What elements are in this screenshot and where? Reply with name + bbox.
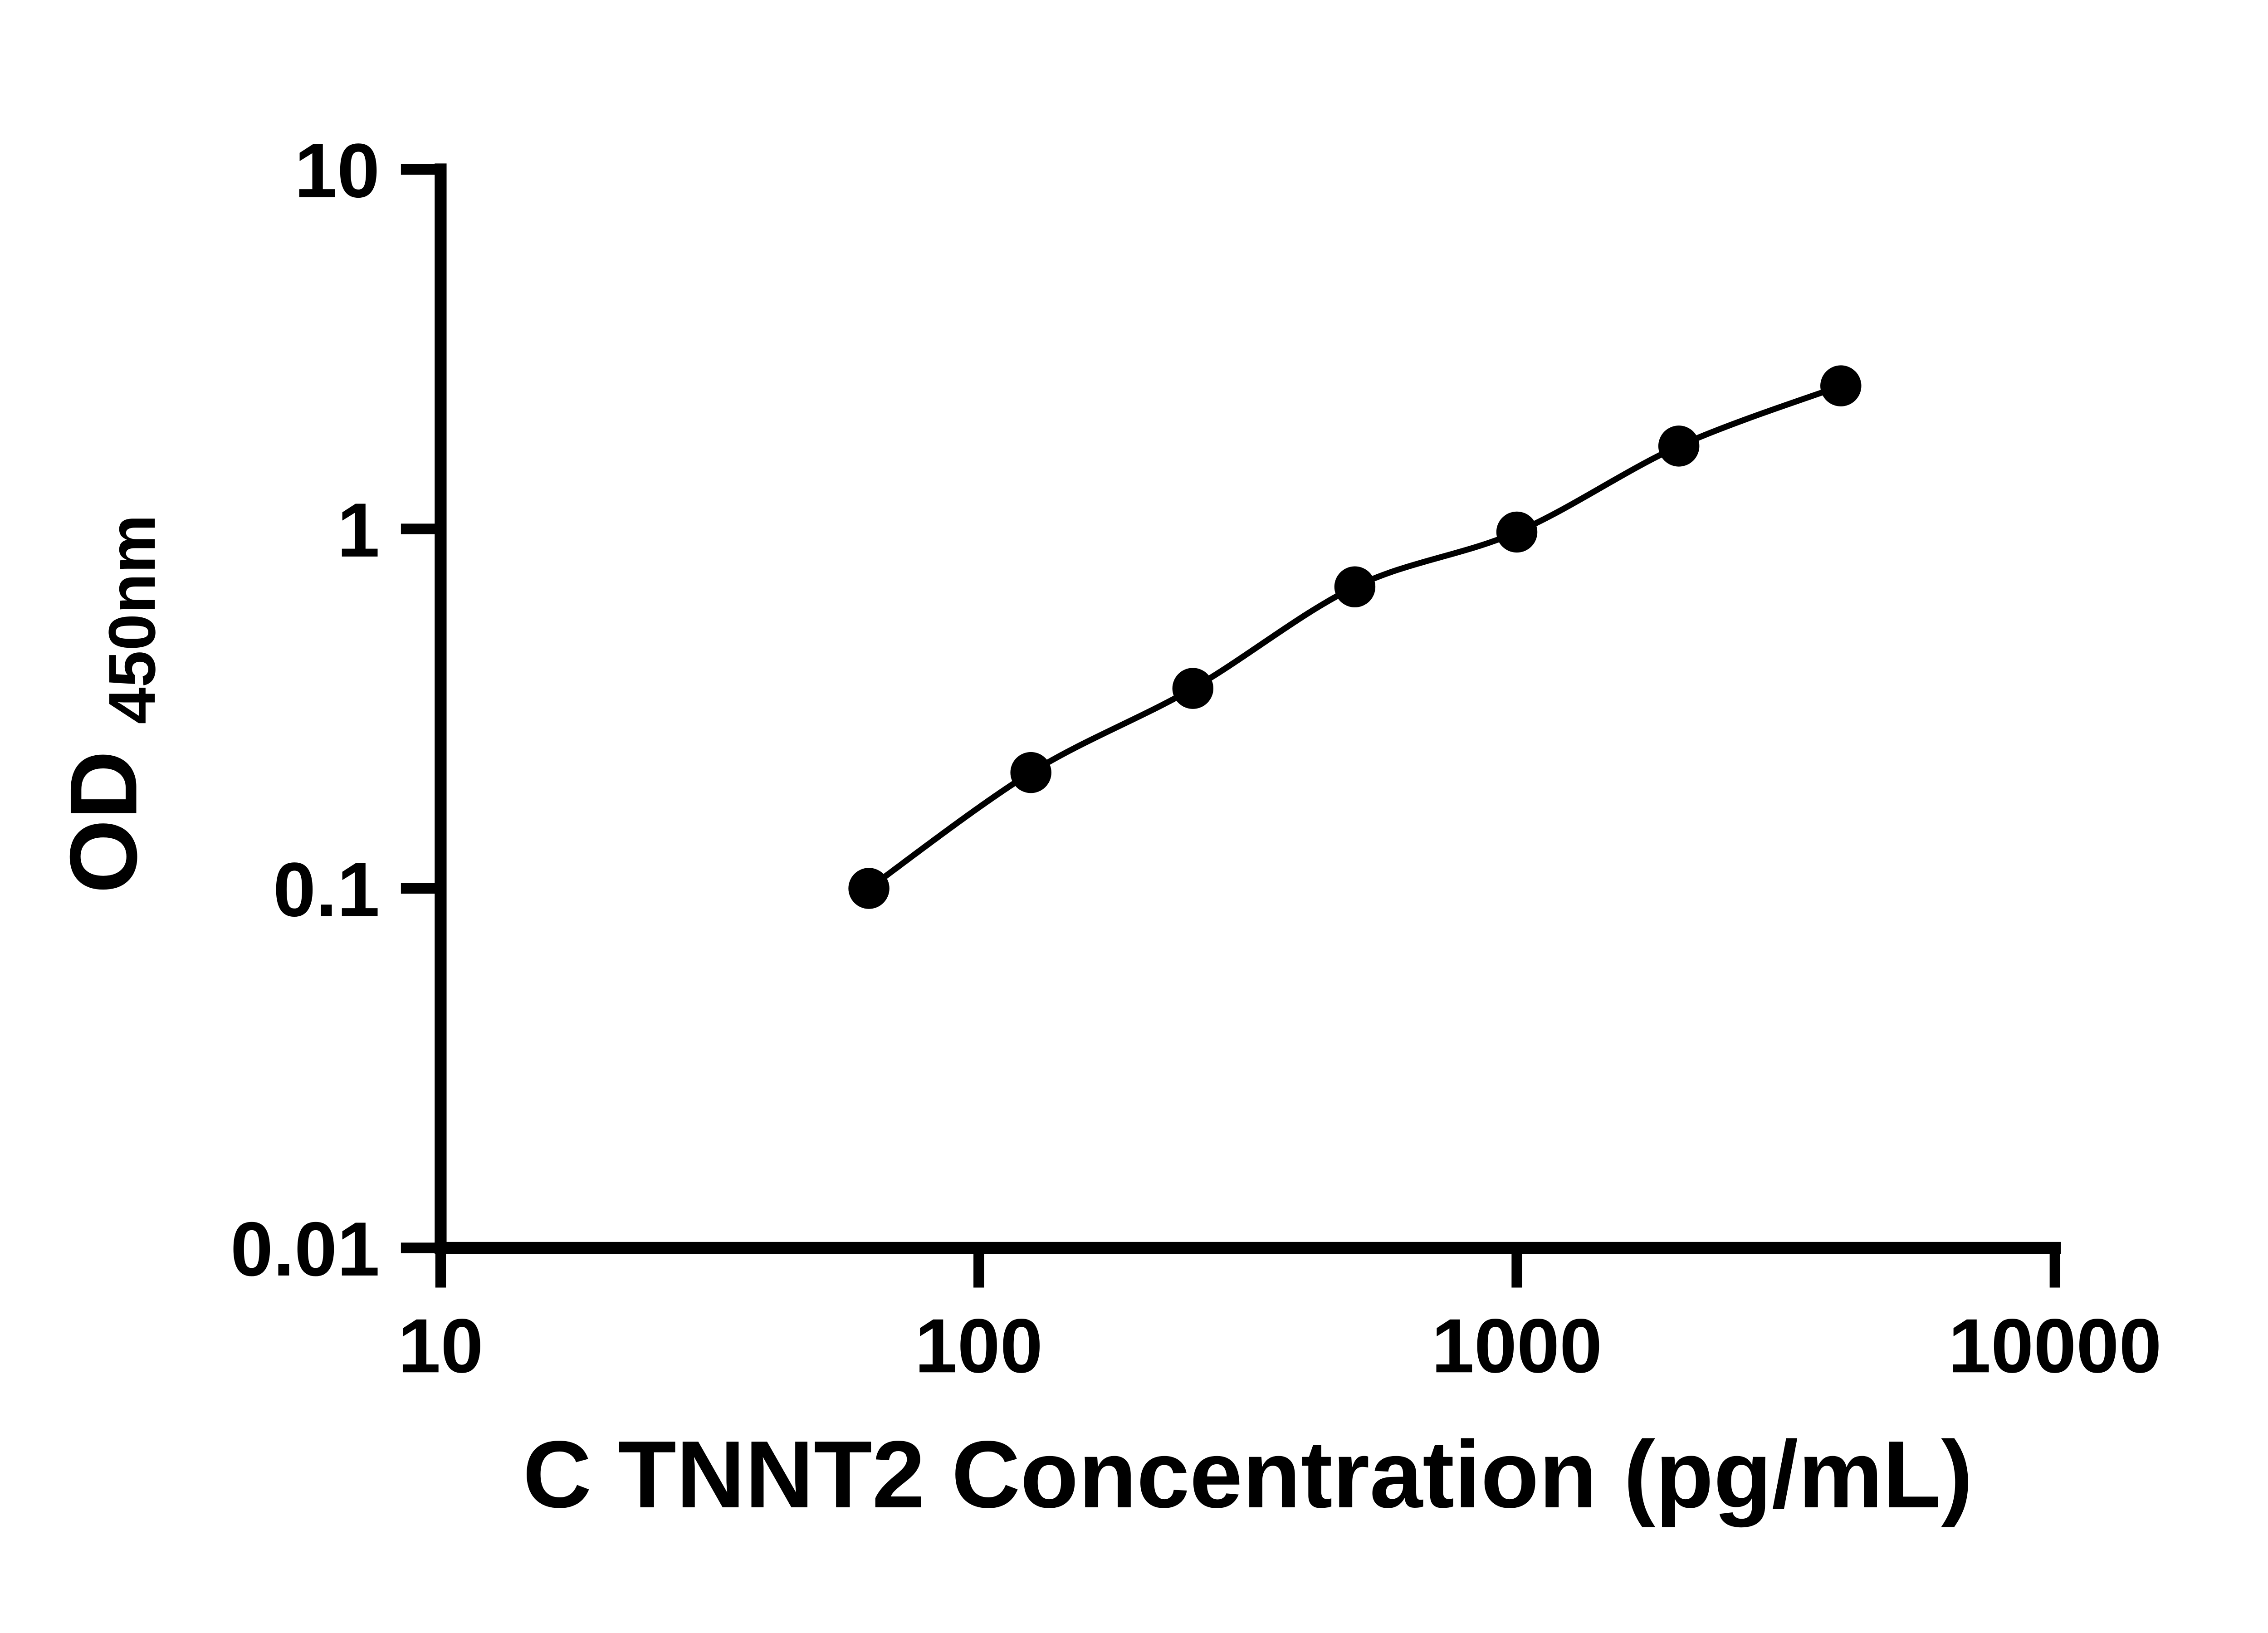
data-point bbox=[1658, 425, 1700, 467]
x-tick-label: 10 bbox=[398, 1303, 483, 1389]
x-axis-title: C TNNT2 Concentration (pg/mL) bbox=[523, 1421, 1973, 1528]
y-axis-title-main: OD bbox=[50, 751, 156, 894]
x-tick-label: 10000 bbox=[1948, 1303, 2161, 1389]
standard-curve-fit-line bbox=[866, 383, 1844, 892]
data-point bbox=[1172, 668, 1214, 709]
data-point bbox=[1334, 566, 1376, 607]
data-point bbox=[1496, 511, 1538, 553]
data-point bbox=[1010, 752, 1051, 793]
y-axis-title-subscript: 450nm bbox=[95, 514, 169, 724]
y-tick-label: 0.1 bbox=[273, 846, 380, 932]
y-axis-title: OD 450nm bbox=[50, 514, 169, 894]
y-tick-label: 0.01 bbox=[230, 1206, 380, 1292]
data-point bbox=[848, 868, 890, 909]
y-tick-label: 10 bbox=[294, 127, 380, 213]
x-tick-label: 1000 bbox=[1432, 1303, 1602, 1389]
y-tick-label: 1 bbox=[337, 487, 380, 573]
data-point bbox=[1820, 365, 1862, 406]
plot-area: 10 100 1000 10000 0.01 0.1 1 10 bbox=[230, 127, 2162, 1389]
x-tick-label: 100 bbox=[915, 1303, 1043, 1389]
